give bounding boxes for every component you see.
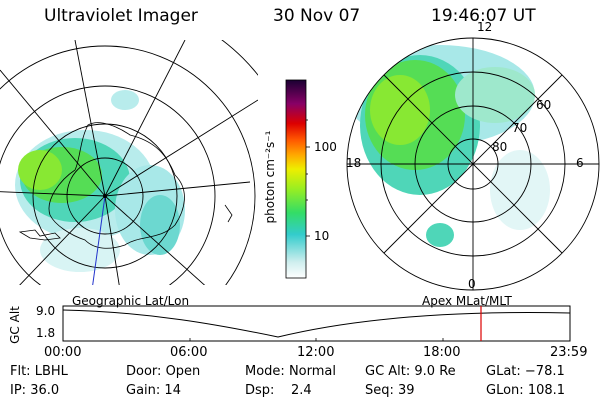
footer-gain: Gain: 14: [126, 383, 181, 398]
time-tick-0600: 06:00: [170, 345, 207, 360]
footer-dsp: Dsp: 2.4: [245, 383, 312, 398]
time-tick-1200: 12:00: [297, 345, 334, 360]
time-tick-0000: 00:00: [44, 345, 81, 360]
footer-glon: GLon: 108.1: [486, 383, 565, 398]
magnetic-polar-plot: [345, 38, 599, 290]
altitude-plot: [63, 306, 570, 341]
mlt-label-0: 0: [468, 277, 476, 291]
footer-seq: Seq: 39: [365, 383, 415, 398]
mlat-label-80: 80: [492, 140, 507, 154]
colorbar-tick-100: 100: [314, 140, 337, 154]
footer-gc-alt: GC Alt: 9.0 Re: [365, 364, 456, 379]
mlat-label-70: 70: [512, 121, 527, 135]
footer-flt: Flt: LBHL: [10, 364, 68, 379]
altitude-ytick-high: 9.0: [36, 304, 55, 318]
mlt-label-12: 12: [477, 20, 492, 34]
mlt-label-18: 18: [346, 156, 361, 170]
altitude-ytick-low: 1.8: [36, 326, 55, 340]
apex-caption: Apex MLat/MLT: [422, 294, 512, 308]
colorbar-unit-label: photon cm⁻²s⁻¹: [263, 117, 277, 237]
footer-ip: IP: 36.0: [10, 383, 59, 398]
mlat-label-60: 60: [536, 98, 551, 112]
colorbar: [286, 80, 310, 278]
geographic-caption: Geographic Lat/Lon: [72, 294, 189, 308]
altitude-ylabel: GC Alt: [8, 306, 22, 344]
footer-door: Door: Open: [126, 364, 200, 379]
footer-glat: GLat: −78.1: [486, 364, 565, 379]
mlt-label-6: 6: [576, 156, 584, 170]
time-tick-1800: 18:00: [423, 345, 460, 360]
time-tick-2359: 23:59: [550, 345, 587, 360]
colorbar-tick-10: 10: [314, 229, 329, 243]
footer-mode: Mode: Normal: [245, 364, 336, 379]
